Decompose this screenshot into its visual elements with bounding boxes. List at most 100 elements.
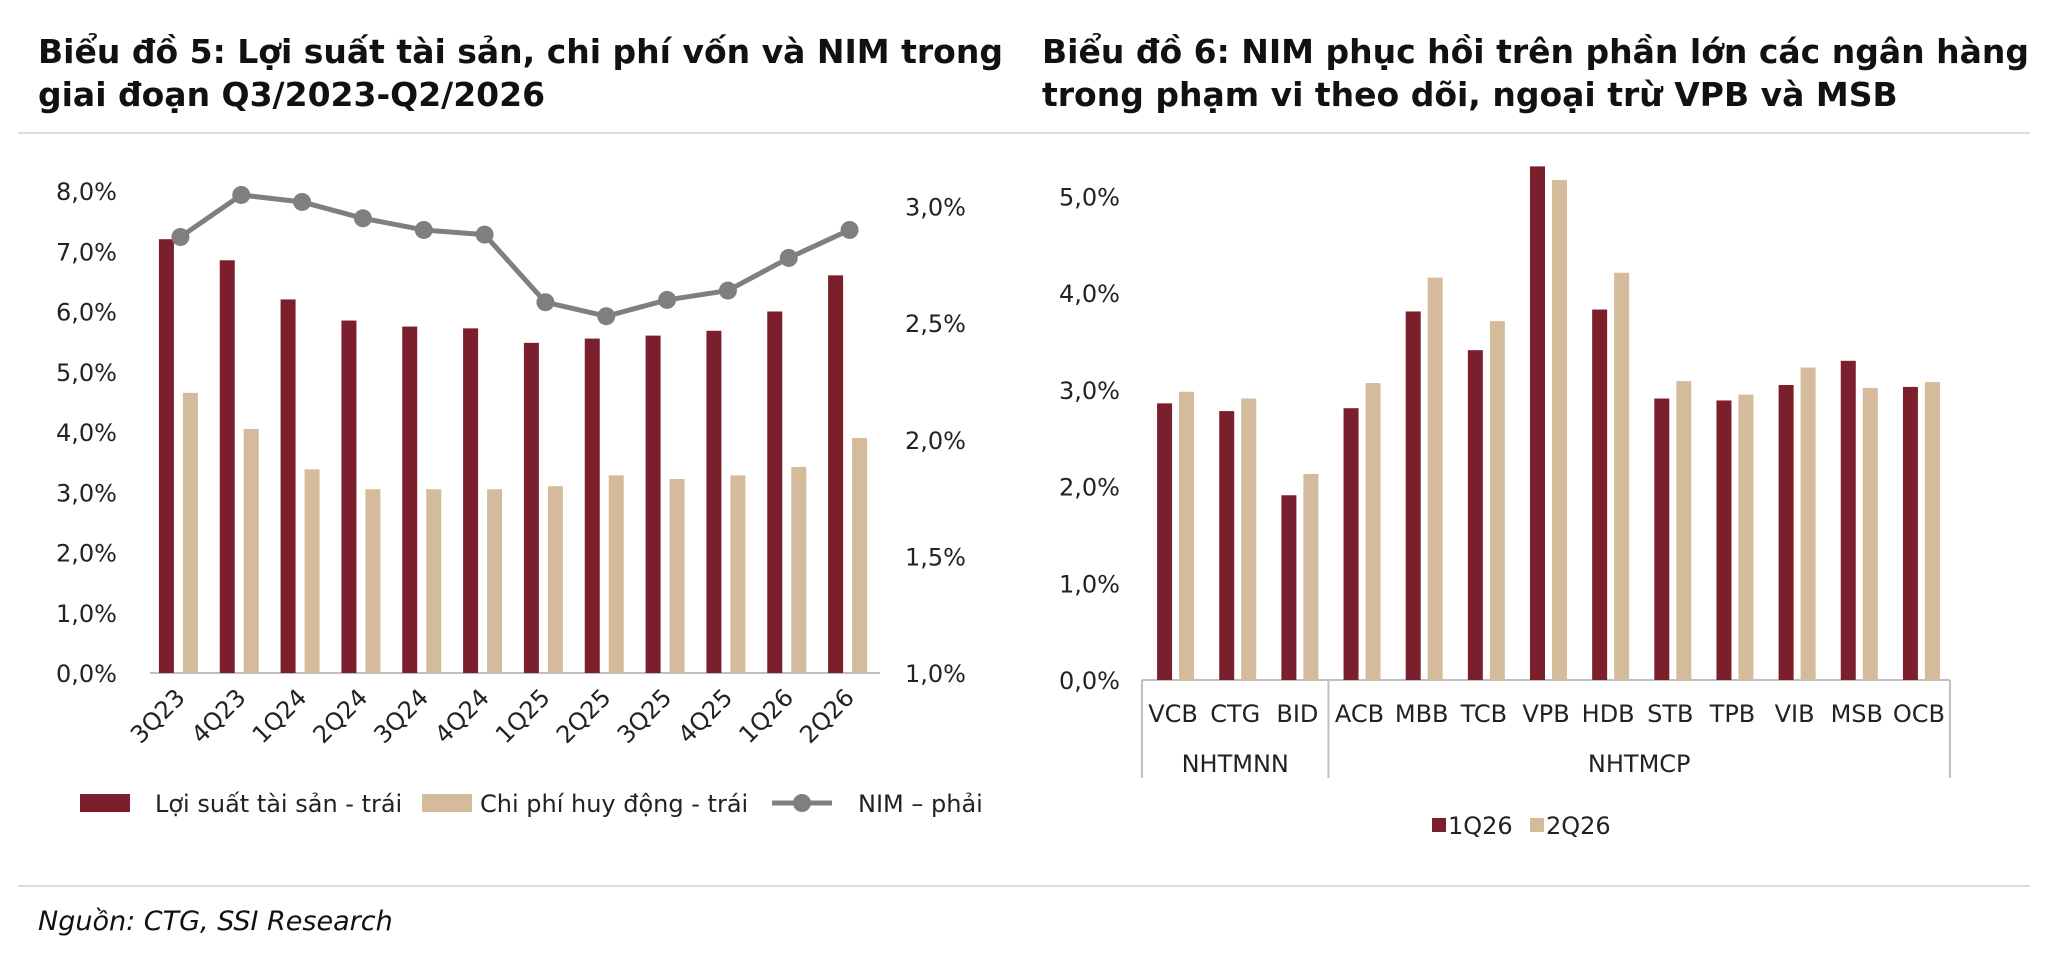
bar-2q26	[1365, 383, 1381, 680]
bar-1q26	[1716, 400, 1732, 680]
x-axis-tick-label: ACB	[1335, 700, 1384, 728]
bar-2q26	[1924, 382, 1940, 680]
nim-point	[779, 248, 798, 267]
x-axis-tick-label: TPB	[1709, 700, 1756, 728]
x-axis-tick-label: STB	[1647, 700, 1693, 728]
y-axis-tick-label: 0,0%	[1059, 667, 1120, 695]
legend-swatch-2q26	[1530, 818, 1544, 832]
right-axis-tick-label: 3,0%	[905, 194, 966, 222]
bar-funding-cost	[243, 428, 259, 673]
bar-funding-cost	[365, 489, 381, 673]
bar-1q26	[1343, 408, 1359, 680]
bar-asset-yield	[523, 342, 539, 673]
legend-label-1q26: 1Q26	[1448, 812, 1513, 840]
bar-funding-cost	[426, 489, 442, 673]
left-axis-tick-label: 6,0%	[56, 299, 117, 327]
bar-asset-yield	[584, 338, 600, 673]
legend-swatch-funding-cost	[422, 794, 472, 812]
bar-1q26	[1902, 386, 1918, 680]
y-axis-tick-label: 4,0%	[1059, 280, 1120, 308]
chart6-title: Biểu đồ 6: NIM phục hồi trên phần lớn cá…	[1042, 32, 2029, 114]
x-axis-tick-label: OCB	[1893, 700, 1945, 728]
legend-marker-nim	[793, 794, 811, 812]
bar-2q26	[1614, 272, 1630, 680]
x-axis-tick-label: VCB	[1148, 700, 1198, 728]
bar-funding-cost	[608, 475, 624, 673]
group-label: NHTMNN	[1182, 750, 1289, 778]
right-axis-tick-label: 2,5%	[905, 310, 966, 338]
bar-funding-cost	[669, 478, 685, 673]
legend-swatch-asset-yield	[80, 794, 130, 812]
bar-asset-yield	[645, 335, 661, 673]
nim-point	[536, 293, 555, 312]
bar-2q26	[1179, 391, 1195, 680]
nim-point	[171, 227, 190, 246]
bar-asset-yield	[341, 320, 357, 673]
bar-2q26	[1800, 367, 1816, 680]
bar-2q26	[1738, 394, 1754, 680]
x-axis-tick-label: BID	[1276, 700, 1318, 728]
bar-2q26	[1676, 381, 1692, 680]
bar-funding-cost	[791, 466, 807, 673]
left-axis-tick-label: 7,0%	[56, 238, 117, 266]
nim-point	[293, 192, 312, 211]
legend-label-asset-yield: Lợi suất tài sản - trái	[155, 790, 402, 818]
left-axis-tick-label: 8,0%	[56, 178, 117, 206]
bar-asset-yield	[158, 239, 174, 673]
bar-asset-yield	[463, 328, 479, 673]
nim-point	[414, 220, 433, 239]
bar-2q26	[1862, 387, 1878, 680]
nim-point	[718, 281, 737, 300]
bar-funding-cost	[547, 486, 563, 673]
bar-asset-yield	[402, 326, 418, 673]
bar-2q26	[1427, 277, 1443, 680]
bar-funding-cost	[852, 438, 868, 673]
nim-point	[232, 185, 251, 204]
bottom-divider	[18, 885, 2030, 887]
x-axis-tick-label: VIB	[1775, 700, 1815, 728]
y-axis-tick-label: 2,0%	[1059, 474, 1120, 502]
x-axis-tick-label: HDB	[1582, 700, 1635, 728]
bar-2q26	[1241, 398, 1257, 680]
bar-funding-cost	[304, 469, 320, 673]
bar-asset-yield	[280, 299, 296, 673]
left-axis-tick-label: 3,0%	[56, 479, 117, 507]
bar-2q26	[1489, 321, 1505, 680]
right-axis-tick-label: 1,5%	[905, 543, 966, 571]
left-axis-tick-label: 1,0%	[56, 600, 117, 628]
chart5-plot: 0,0% 1,0% 2,0% 3,0% 4,0% 5,0% 6,0% 7,0% 8,0% 1,0%…	[56, 178, 983, 818]
nim-point	[353, 209, 372, 228]
bar-funding-cost	[730, 475, 746, 673]
bar-1q26	[1467, 350, 1483, 680]
bar-1q26	[1281, 495, 1297, 680]
legend-label-2q26: 2Q26	[1546, 812, 1611, 840]
nim-point	[597, 307, 616, 326]
bar-asset-yield	[828, 275, 844, 673]
bar-1q26	[1592, 309, 1608, 680]
bar-asset-yield	[219, 260, 235, 673]
right-axis-tick-label: 2,0%	[905, 427, 966, 455]
bar-1q26	[1157, 403, 1173, 680]
chart6-plot: 0,0% 1,0% 2,0% 3,0% 4,0% 5,0% VCB CTG BID ACB MBB T…	[1059, 166, 1951, 840]
x-axis-tick-label: MSB	[1831, 700, 1883, 728]
bar-1q26	[1778, 384, 1794, 680]
x-axis-tick-label: CTG	[1210, 700, 1260, 728]
nim-line	[178, 192, 851, 319]
bar-funding-cost	[182, 392, 198, 673]
bar-asset-yield	[706, 330, 722, 673]
chart5-title: Biểu đồ 5: Lợi suất tài sản, chi phí vốn…	[38, 32, 1003, 114]
bar-funding-cost	[487, 489, 503, 673]
legend-label-nim: NIM – phải	[858, 790, 983, 818]
left-axis-tick-label: 0,0%	[56, 660, 117, 688]
y-axis-tick-label: 5,0%	[1059, 183, 1120, 211]
bar-1q26	[1219, 411, 1235, 680]
x-axis-tick-label: MBB	[1395, 700, 1449, 728]
left-axis-tick-label: 5,0%	[56, 359, 117, 387]
nim-point	[840, 220, 859, 239]
bar-1q26	[1530, 166, 1545, 681]
nim-point	[475, 225, 494, 244]
group-label: NHTMCP	[1588, 750, 1691, 778]
bar-1q26	[1405, 311, 1421, 680]
y-axis-tick-label: 1,0%	[1059, 570, 1120, 598]
x-axis-tick-label: TCB	[1460, 700, 1507, 728]
